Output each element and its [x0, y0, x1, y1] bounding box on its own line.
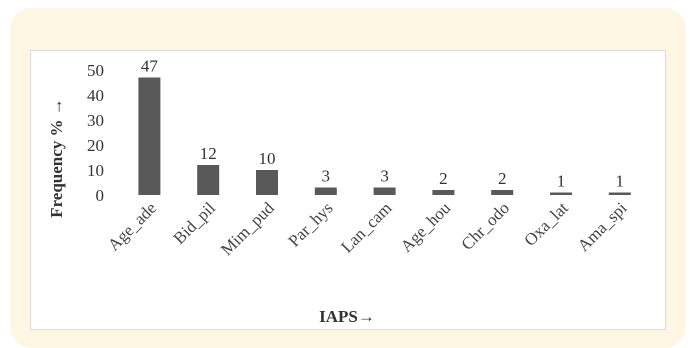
category-label: Ama_spi [574, 198, 631, 255]
x-axis-title: IAPS→ [319, 307, 375, 326]
y-tick-label: 40 [87, 86, 104, 105]
y-tick-label: 30 [87, 111, 104, 130]
bar-value-label: 3 [380, 167, 389, 186]
category-label: Oxa_lat [520, 198, 572, 250]
y-tick-label: 50 [87, 61, 104, 80]
bar-value-label: 2 [439, 169, 448, 188]
data-labels: 47 12 10 3 3 2 2 1 1 [141, 57, 624, 191]
bar-value-label: 1 [616, 172, 625, 191]
bar [432, 190, 455, 195]
category-label: Lan_cam [337, 198, 395, 256]
bar-value-label: 3 [322, 167, 331, 186]
bar [550, 192, 572, 195]
bar [314, 187, 337, 195]
bar-value-label: 12 [200, 144, 217, 163]
category-label: Chr_odo [458, 198, 514, 254]
y-tick-label: 0 [96, 186, 105, 205]
bar-value-label: 10 [259, 149, 276, 168]
bar [138, 77, 161, 195]
category-label: Age_ade [104, 198, 160, 254]
bar-value-label: 47 [141, 57, 159, 76]
bar-value-label: 1 [557, 172, 566, 191]
y-tick-label: 10 [87, 161, 104, 180]
y-axis-title: Frequency % → [47, 98, 66, 218]
bar [197, 165, 220, 195]
bar-chart: 0 10 20 30 40 50 47 12 10 3 3 2 2 1 1 Age_ade Bid_pilM… [47, 57, 631, 327]
category-label: Par_hys [284, 198, 336, 250]
bars [138, 77, 631, 195]
chart-area [30, 50, 666, 330]
bar [256, 170, 278, 195]
bar [608, 192, 631, 195]
bar [491, 190, 514, 195]
bar-value-label: 2 [498, 169, 507, 188]
y-axis-ticks: 0 10 20 30 40 50 [87, 61, 104, 205]
category-label: Age_hou [397, 198, 455, 256]
category-label: Mim_pud [217, 198, 278, 259]
bar [373, 187, 396, 195]
category-label: Bid_pil [170, 198, 220, 248]
y-tick-label: 20 [87, 136, 104, 155]
